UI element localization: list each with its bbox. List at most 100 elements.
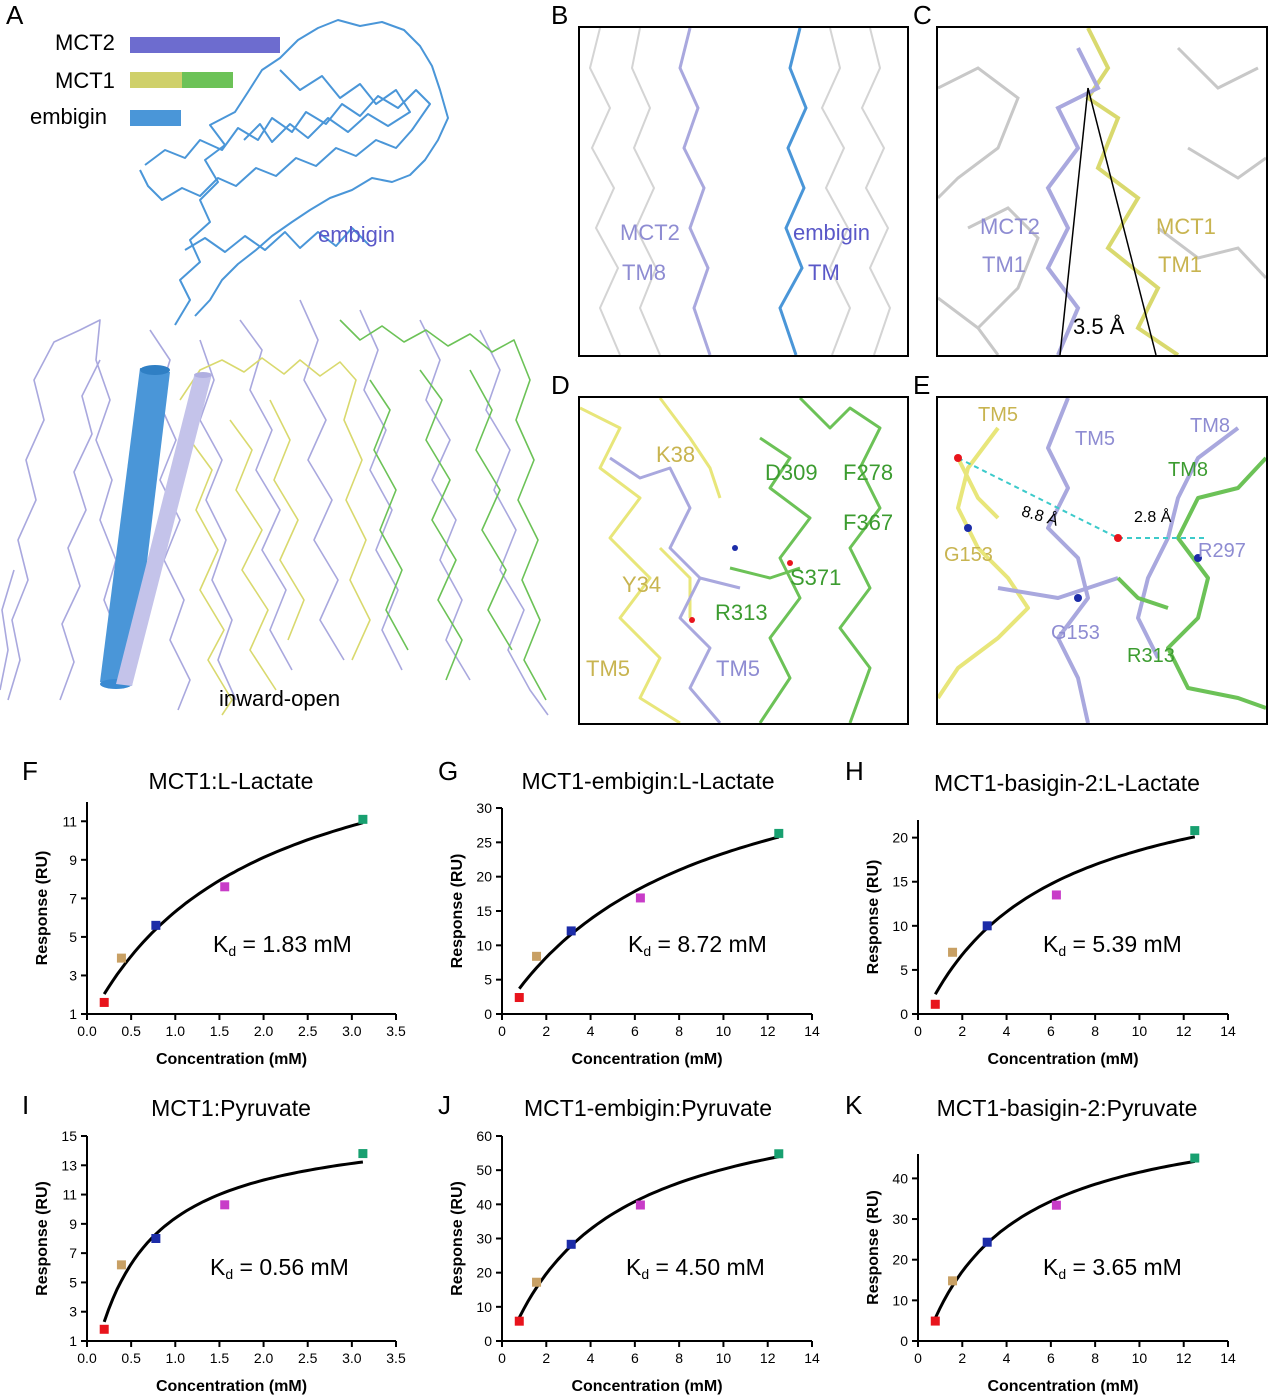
chart-k-y-tick-label: 0 bbox=[900, 1333, 908, 1349]
panel-c-distance-label: 3.5 Å bbox=[1073, 314, 1125, 339]
chart-h-kd: Kd = 5.39 mM bbox=[1043, 931, 1182, 959]
chart-h: 0 2 4 6 8 10 12 14 0 5 10 15 20 Concentration (mM) Res… bbox=[865, 820, 1236, 1068]
chart-f-x-tick-label: 0.5 bbox=[121, 1023, 141, 1039]
chart-j-x-tick-label: 10 bbox=[716, 1350, 732, 1366]
chart-g-data-point bbox=[514, 993, 524, 1003]
chart-j-y-tick-label: 30 bbox=[476, 1231, 492, 1247]
panel-b-illustration bbox=[588, 28, 892, 355]
chart-h-title: MCT1-basigin-2:L-Lactate bbox=[934, 770, 1200, 796]
panel-b-mct2-label: MCT2 bbox=[620, 220, 680, 245]
chart-f-title: MCT1:L-Lactate bbox=[148, 768, 314, 794]
chart-k-data-point bbox=[948, 1276, 958, 1286]
chart-i-y-tick-label: 9 bbox=[69, 1216, 77, 1232]
panel-c-illustration bbox=[938, 28, 1266, 355]
chart-i-x-axis-label: Concentration (mM) bbox=[156, 1378, 307, 1395]
panel-d-tm5-purple-label: TM5 bbox=[716, 656, 760, 681]
chart-k-x-tick-label: 4 bbox=[1003, 1350, 1011, 1366]
chart-g-y-tick-label: 30 bbox=[476, 800, 492, 816]
mct2-tm8-helix bbox=[116, 372, 212, 686]
panel-d-box bbox=[578, 396, 909, 725]
chart-k-x-tick-label: 6 bbox=[1047, 1350, 1055, 1366]
chart-i-x-tick-label: 2.0 bbox=[254, 1350, 274, 1366]
chart-k-x-tick-label: 0 bbox=[914, 1350, 922, 1366]
chart-h-data-point bbox=[948, 947, 958, 957]
panel-label-d: D bbox=[551, 370, 570, 400]
panel-e-tm5-yellow-label: TM5 bbox=[978, 404, 1018, 426]
panel-a-embigin-label: embigin bbox=[318, 222, 396, 247]
chart-k-data-point bbox=[1051, 1200, 1061, 1210]
chart-i-y-axis-label: Response (RU) bbox=[34, 1181, 51, 1296]
chart-h-y-tick-label: 20 bbox=[892, 830, 908, 846]
panel-e-r313-label: R313 bbox=[1127, 645, 1175, 667]
structure-a-illustration bbox=[0, 19, 549, 716]
chart-i-y-tick-label: 1 bbox=[69, 1333, 77, 1349]
chart-j-y-tick-label: 0 bbox=[484, 1333, 492, 1349]
chart-f-fit-curve bbox=[102, 821, 364, 995]
chart-h-y-axis-label: Response (RU) bbox=[865, 860, 882, 975]
chart-j-data-point bbox=[532, 1277, 542, 1287]
chart-k-y-tick-label: 30 bbox=[892, 1211, 908, 1227]
chart-i-data-point bbox=[116, 1260, 126, 1270]
chart-h-x-tick-label: 8 bbox=[1091, 1023, 1099, 1039]
binding-charts-svg: 0.0 0.5 1.0 1.5 2.0 2.5 3.0 3.51357911Concentra… bbox=[34, 800, 1236, 1395]
chart-i-x-tick-label: 1.0 bbox=[166, 1350, 186, 1366]
chart-h-data-point bbox=[982, 921, 992, 931]
chart-k-title: MCT1-basigin-2:Pyruvate bbox=[936, 1095, 1198, 1121]
chart-h-x-tick-label: 4 bbox=[1003, 1023, 1011, 1039]
chart-k-y-axis-label: Response (RU) bbox=[865, 1190, 882, 1305]
panel-e-tm8-purple-label: TM8 bbox=[1190, 415, 1230, 437]
panel-d-k38-label: K38 bbox=[656, 442, 696, 467]
chart-h-x-tick-label: 6 bbox=[1047, 1023, 1055, 1039]
chart-g-x-tick-label: 0 bbox=[498, 1023, 506, 1039]
chart-g-y-tick-label: 5 bbox=[484, 972, 492, 988]
chart-g-y-tick-label: 10 bbox=[476, 937, 492, 953]
panel-d-s371-label: S371 bbox=[790, 565, 842, 590]
chart-h-x-tick-label: 14 bbox=[1220, 1023, 1236, 1039]
chart-i-fit-curve bbox=[102, 1160, 364, 1323]
legend-label-mct2: MCT2 bbox=[55, 30, 115, 55]
chart-g-x-axis-label: Concentration (mM) bbox=[571, 1051, 722, 1068]
chart-f-x-tick-label: 1.5 bbox=[210, 1023, 230, 1039]
chart-i-data-point bbox=[151, 1234, 161, 1243]
chart-k-y-tick-label: 10 bbox=[892, 1292, 908, 1308]
panel-e-dist2-label: 2.8 Å bbox=[1134, 509, 1172, 526]
panel-c-mct1-tm1-label: TM1 bbox=[1158, 252, 1202, 277]
chart-j-data-point bbox=[514, 1316, 524, 1326]
chart-k-y-tick-label: 40 bbox=[892, 1170, 908, 1186]
chart-g: 0 2 4 6 8 10 12 14 0 5 10 15 20 25 30 Concentration (mM… bbox=[449, 800, 820, 1068]
panel-label-a: A bbox=[6, 0, 24, 30]
legend-swatch-mct2 bbox=[130, 37, 280, 53]
panel-label-f: F bbox=[22, 756, 38, 786]
panel-b-embigin-label: embigin bbox=[793, 220, 871, 245]
panel-label-h: H bbox=[845, 756, 864, 786]
chart-i: 0.0 0.5 1.0 1.5 2.0 2.5 3.0 3.513579111315Conce… bbox=[34, 1128, 406, 1395]
chart-j-y-tick-label: 50 bbox=[476, 1162, 492, 1178]
chart-j-title: MCT1-embigin:Pyruvate bbox=[524, 1095, 772, 1121]
chart-g-y-axis-label: Response (RU) bbox=[449, 854, 466, 969]
chart-i-title: MCT1:Pyruvate bbox=[151, 1095, 311, 1121]
legend-label-mct1: MCT1 bbox=[55, 68, 115, 93]
panel-e-r297-label: R297 bbox=[1198, 540, 1246, 562]
panel-c-mct1-label: MCT1 bbox=[1156, 214, 1216, 239]
panel-b-box bbox=[578, 26, 909, 357]
panel-label-j: J bbox=[438, 1090, 451, 1120]
chart-k-fit-curve bbox=[933, 1159, 1196, 1319]
chart-k-x-tick-label: 2 bbox=[958, 1350, 966, 1366]
panel-b-tm-label: TM bbox=[808, 260, 840, 285]
panel-a-state-label: inward-open bbox=[219, 686, 341, 711]
chart-g-y-tick-label: 25 bbox=[476, 834, 492, 850]
chart-j-fit-curve bbox=[517, 1155, 780, 1319]
chart-f-x-tick-label: 2.0 bbox=[254, 1023, 274, 1039]
chart-f-x-axis-label: Concentration (mM) bbox=[156, 1051, 307, 1068]
chart-k-data-point bbox=[982, 1237, 992, 1247]
chart-g-y-tick-label: 20 bbox=[476, 869, 492, 885]
chart-g-y-tick-label: 0 bbox=[484, 1006, 492, 1022]
panel-e-g153-yellow-label: G153 bbox=[944, 544, 993, 566]
chart-h-x-axis-label: Concentration (mM) bbox=[987, 1051, 1138, 1068]
panel-label-b: B bbox=[551, 0, 569, 30]
chart-h-data-point bbox=[930, 999, 940, 1009]
chart-i-data-point bbox=[220, 1200, 230, 1210]
chart-i-y-tick-label: 7 bbox=[69, 1245, 77, 1261]
chart-k-x-tick-label: 12 bbox=[1176, 1350, 1192, 1366]
chart-i-y-tick-label: 11 bbox=[62, 1187, 77, 1203]
